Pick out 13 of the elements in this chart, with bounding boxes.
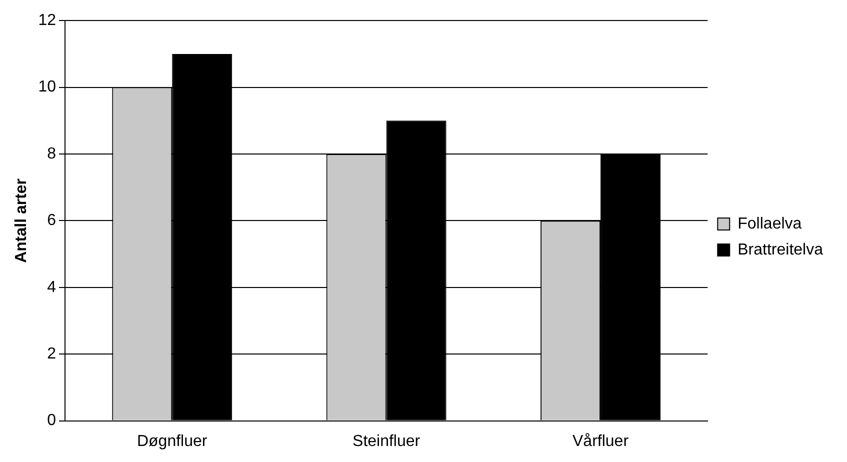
y-axis-title: Antall arter [13,178,30,263]
y-tick-label: 0 [47,412,56,430]
x-tick-label: Steinfluer [352,432,421,450]
y-tick-label: 8 [47,145,56,162]
y-tick-label: 2 [47,346,56,363]
legend-label: Follaelva [738,215,802,232]
y-tick-label: 4 [47,278,56,296]
y-tick-label: 12 [38,12,56,30]
y-tick-label: 6 [47,212,56,230]
x-tick-label: Døgnfluer [136,432,208,450]
x-tick-label: Vårfluer [572,432,630,450]
y-tick-label: 10 [38,78,56,96]
legend-label: Brattreitelva [738,241,824,258]
